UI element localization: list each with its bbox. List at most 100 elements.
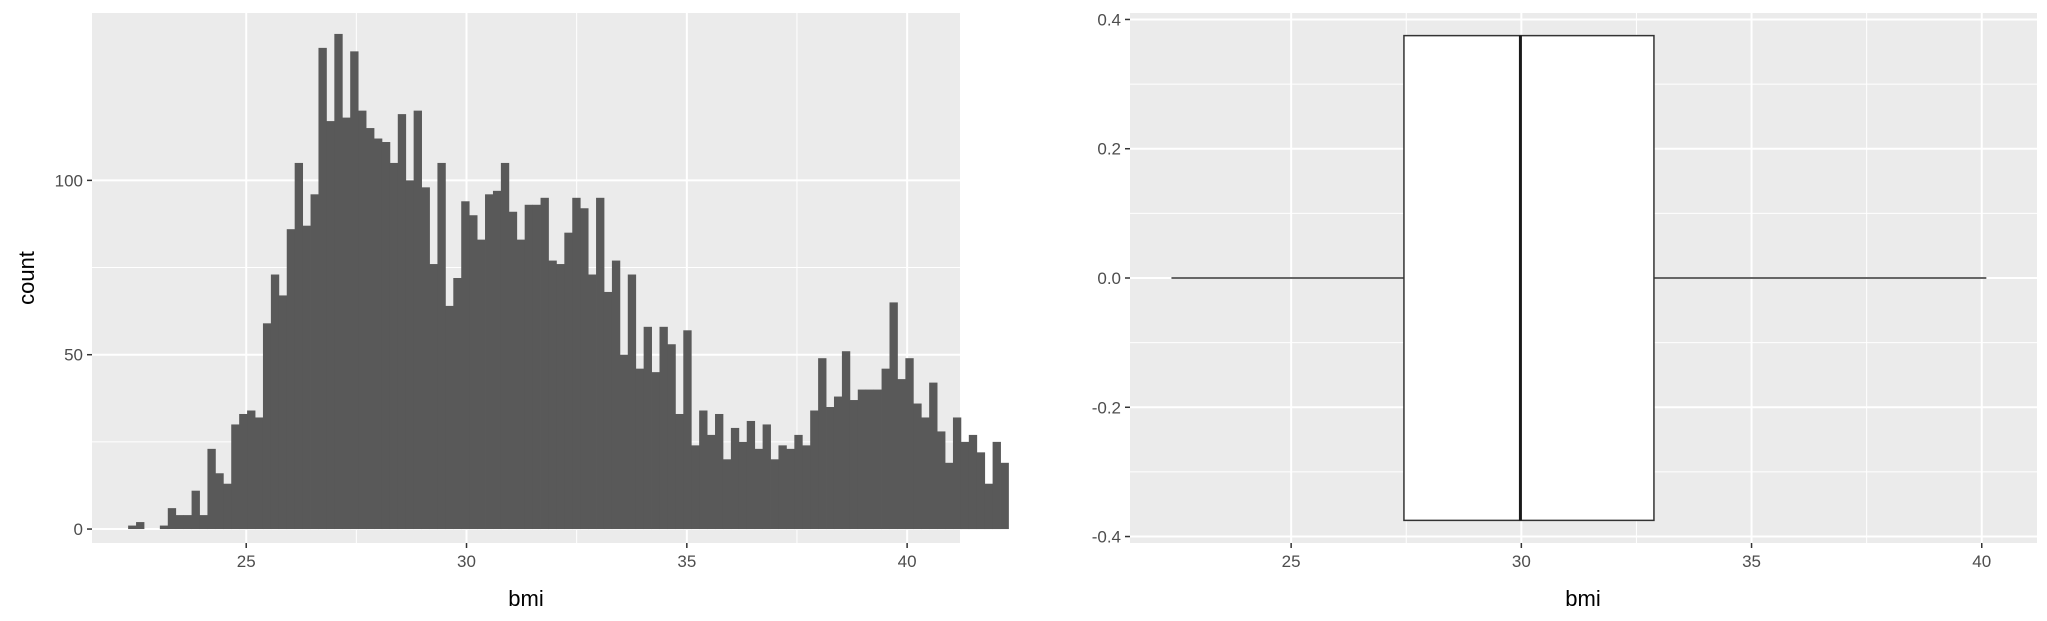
histogram-bar bbox=[873, 389, 882, 530]
histogram-bar bbox=[865, 389, 875, 530]
histogram-bar bbox=[326, 121, 335, 530]
histogram-bar bbox=[294, 162, 304, 530]
histogram-bar bbox=[389, 162, 399, 530]
boxplot-x-tick-label: 30 bbox=[1512, 552, 1531, 571]
histogram-bar bbox=[477, 239, 486, 530]
histogram-y-tick-label: 50 bbox=[64, 346, 83, 365]
boxplot-axes: 25 30 35 40 -0.4 -0.2 0.0 0.2 0.4 bbox=[1092, 10, 1992, 571]
histogram-bar bbox=[318, 47, 327, 530]
histogram-bar bbox=[619, 354, 629, 530]
histogram-bar bbox=[421, 187, 430, 530]
histogram-bar bbox=[754, 448, 764, 530]
histogram-bar bbox=[278, 295, 288, 530]
histogram-bar bbox=[247, 410, 256, 530]
histogram-bars bbox=[128, 33, 1009, 530]
histogram-bar bbox=[239, 413, 248, 530]
histogram-bar bbox=[1000, 462, 1009, 530]
histogram-bar bbox=[429, 264, 438, 530]
histogram-bar bbox=[302, 225, 311, 530]
boxplot-y-tick-label: 0.2 bbox=[1097, 140, 1121, 159]
histogram-bar bbox=[310, 194, 319, 530]
boxplot-x-axis-title: bmi bbox=[1565, 586, 1600, 611]
histogram-bar bbox=[128, 525, 137, 530]
histogram-bar bbox=[603, 291, 613, 530]
histogram-bar bbox=[572, 197, 581, 530]
histogram-bar bbox=[945, 462, 954, 530]
histogram-bar bbox=[342, 117, 351, 530]
boxplot-x-tick-label: 35 bbox=[1742, 552, 1761, 571]
histogram-bar bbox=[794, 434, 803, 530]
histogram-bar bbox=[651, 372, 660, 530]
histogram-bar bbox=[691, 445, 700, 530]
histogram-bar bbox=[159, 525, 169, 530]
histogram-bar bbox=[231, 424, 240, 530]
histogram-bar bbox=[366, 128, 375, 530]
histogram-bar bbox=[270, 274, 280, 530]
histogram-bar bbox=[167, 508, 177, 530]
histogram-bar bbox=[548, 260, 557, 530]
histogram-x-axis-title: bmi bbox=[508, 586, 543, 611]
histogram-x-tick-label: 25 bbox=[237, 552, 256, 571]
histogram-bar bbox=[699, 410, 708, 530]
boxplot-chart: 25 30 35 40 -0.4 -0.2 0.0 0.2 0.4 bmi bbox=[1092, 10, 2037, 611]
histogram-bar bbox=[405, 180, 415, 530]
histogram-x-tick-label: 40 bbox=[898, 552, 917, 571]
boxplot-y-tick-label: -0.2 bbox=[1092, 398, 1121, 417]
histogram-bar bbox=[722, 459, 732, 530]
histogram-bar bbox=[889, 302, 898, 530]
histogram-bar bbox=[413, 110, 422, 530]
histogram-bar bbox=[770, 459, 779, 530]
histogram-bar bbox=[992, 441, 1001, 530]
histogram-bar bbox=[223, 483, 232, 530]
histogram-x-tick-label: 30 bbox=[457, 552, 476, 571]
histogram-bar bbox=[881, 368, 890, 530]
histogram-bar bbox=[485, 194, 494, 530]
histogram-bar bbox=[373, 138, 383, 530]
histogram-bar bbox=[453, 278, 462, 530]
histogram-bar bbox=[596, 197, 605, 530]
histogram-bar bbox=[588, 274, 597, 530]
histogram-bar bbox=[786, 448, 795, 530]
boxplot-shapes bbox=[1171, 34, 1987, 522]
boxplot-box bbox=[1403, 34, 1655, 522]
histogram-bar bbox=[532, 204, 541, 530]
histogram-bar bbox=[960, 441, 970, 530]
histogram-bar bbox=[833, 396, 843, 530]
boxplot-y-tick-label: 0.0 bbox=[1097, 269, 1121, 288]
histogram-bar bbox=[255, 417, 264, 530]
histogram-bar bbox=[984, 483, 994, 530]
histogram-bar bbox=[635, 368, 645, 530]
histogram-bar bbox=[738, 441, 748, 530]
histogram-bar bbox=[730, 427, 740, 530]
histogram-bar bbox=[905, 358, 914, 530]
histogram-chart: 25 30 35 40 0 50 100 bmi count bbox=[14, 13, 1009, 611]
histogram-bar bbox=[215, 473, 224, 530]
histogram-y-axis-title: count bbox=[14, 251, 39, 305]
histogram-bar bbox=[976, 452, 986, 530]
boxplot-y-tick-label: -0.4 bbox=[1092, 528, 1121, 547]
histogram-bar bbox=[857, 389, 867, 530]
histogram-bar bbox=[461, 201, 470, 530]
histogram-bar bbox=[667, 344, 676, 530]
histogram-bar bbox=[358, 110, 367, 530]
histogram-axes: 25 30 35 40 0 50 100 bbox=[55, 171, 917, 571]
histogram-bar bbox=[810, 410, 819, 530]
histogram-bar bbox=[826, 407, 835, 530]
histogram-bar bbox=[191, 490, 200, 530]
histogram-bar bbox=[715, 413, 724, 530]
histogram-bar bbox=[952, 417, 962, 530]
histogram-y-tick-label: 0 bbox=[74, 520, 83, 539]
histogram-bar bbox=[802, 445, 811, 530]
histogram-x-tick-label: 35 bbox=[677, 552, 696, 571]
histogram-bar bbox=[183, 515, 192, 530]
boxplot-x-tick-label: 40 bbox=[1972, 552, 1991, 571]
histogram-bar bbox=[849, 400, 859, 530]
histogram-y-tick-label: 100 bbox=[55, 171, 83, 190]
histogram-bar bbox=[707, 434, 716, 530]
histogram-bar bbox=[524, 204, 534, 530]
histogram-bar bbox=[175, 515, 185, 530]
histogram-bar bbox=[508, 211, 518, 530]
histogram-bar bbox=[136, 522, 145, 530]
histogram-bar bbox=[778, 445, 787, 530]
